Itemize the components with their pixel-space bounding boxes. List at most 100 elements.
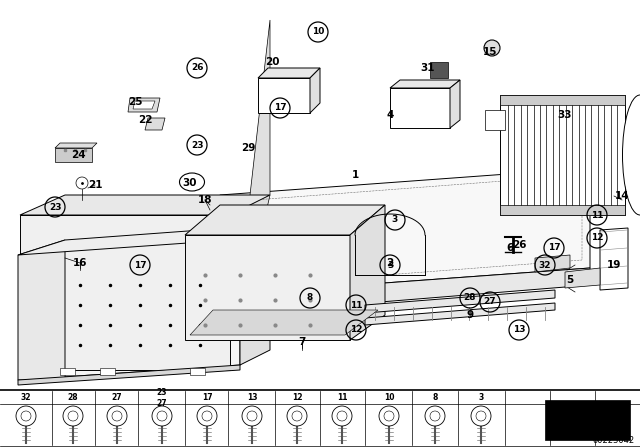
Circle shape xyxy=(247,411,257,421)
Polygon shape xyxy=(185,235,350,340)
Polygon shape xyxy=(485,110,505,130)
Circle shape xyxy=(379,406,399,426)
Polygon shape xyxy=(20,215,230,370)
Text: 15: 15 xyxy=(483,47,497,57)
Text: 9: 9 xyxy=(467,310,474,320)
Text: 4: 4 xyxy=(387,110,394,120)
Text: 1: 1 xyxy=(351,170,358,180)
Circle shape xyxy=(21,411,31,421)
Text: 16: 16 xyxy=(73,258,87,268)
Ellipse shape xyxy=(179,173,205,191)
Polygon shape xyxy=(600,228,628,290)
Text: 6: 6 xyxy=(506,243,514,253)
Text: 10: 10 xyxy=(312,27,324,36)
Text: 14: 14 xyxy=(614,191,629,201)
Text: 3: 3 xyxy=(392,215,398,224)
Circle shape xyxy=(107,406,127,426)
Text: 2: 2 xyxy=(387,258,394,268)
Text: 18: 18 xyxy=(198,195,212,205)
Text: 33: 33 xyxy=(557,110,572,120)
Text: 25: 25 xyxy=(128,97,142,107)
Text: 13: 13 xyxy=(247,393,257,402)
Circle shape xyxy=(425,406,445,426)
Circle shape xyxy=(63,406,83,426)
Circle shape xyxy=(202,411,212,421)
Text: 17: 17 xyxy=(548,244,560,253)
Text: 31: 31 xyxy=(420,63,435,73)
Polygon shape xyxy=(500,95,625,105)
Circle shape xyxy=(16,406,36,426)
Circle shape xyxy=(292,411,302,421)
Text: 3: 3 xyxy=(387,260,393,270)
Polygon shape xyxy=(500,95,625,215)
Circle shape xyxy=(157,411,167,421)
Polygon shape xyxy=(430,62,448,78)
Circle shape xyxy=(68,411,78,421)
Polygon shape xyxy=(565,268,600,288)
Polygon shape xyxy=(258,68,320,78)
Polygon shape xyxy=(18,240,65,380)
Circle shape xyxy=(430,411,440,421)
Text: 30: 30 xyxy=(183,178,197,188)
Text: 23: 23 xyxy=(191,141,204,150)
Text: 12: 12 xyxy=(292,393,302,402)
Text: 28: 28 xyxy=(464,293,476,302)
Text: 12: 12 xyxy=(349,326,362,335)
Text: 20: 20 xyxy=(265,57,279,67)
Text: 11: 11 xyxy=(337,393,348,402)
Text: 11: 11 xyxy=(349,301,362,310)
Polygon shape xyxy=(390,80,460,88)
Polygon shape xyxy=(220,168,590,295)
Polygon shape xyxy=(100,368,115,375)
Polygon shape xyxy=(133,101,155,109)
Circle shape xyxy=(152,406,172,426)
Circle shape xyxy=(484,40,500,56)
Text: 32: 32 xyxy=(539,260,551,270)
Text: 5: 5 xyxy=(566,275,573,285)
Circle shape xyxy=(76,177,88,189)
Text: 13: 13 xyxy=(513,326,525,335)
Text: 32: 32 xyxy=(20,393,31,402)
Polygon shape xyxy=(18,225,240,380)
Text: 27: 27 xyxy=(484,297,496,306)
Polygon shape xyxy=(240,225,270,365)
Polygon shape xyxy=(220,195,235,315)
Polygon shape xyxy=(450,80,460,128)
Circle shape xyxy=(337,411,347,421)
Polygon shape xyxy=(55,148,92,162)
Polygon shape xyxy=(535,255,570,272)
Polygon shape xyxy=(365,303,555,325)
Circle shape xyxy=(287,406,307,426)
Polygon shape xyxy=(365,290,555,313)
Text: 17: 17 xyxy=(134,260,147,270)
Text: 23: 23 xyxy=(49,202,61,211)
Text: 28: 28 xyxy=(68,393,78,402)
Text: 29: 29 xyxy=(241,143,255,153)
Polygon shape xyxy=(350,205,385,340)
Circle shape xyxy=(471,406,491,426)
Text: 27: 27 xyxy=(112,393,122,402)
Circle shape xyxy=(384,411,394,421)
Polygon shape xyxy=(545,400,630,440)
Polygon shape xyxy=(18,225,270,255)
Text: 23
27: 23 27 xyxy=(157,388,167,408)
Circle shape xyxy=(242,406,262,426)
Polygon shape xyxy=(220,268,590,315)
Text: 7: 7 xyxy=(298,337,306,347)
Polygon shape xyxy=(145,118,165,130)
Text: 11: 11 xyxy=(591,211,604,220)
Circle shape xyxy=(476,411,486,421)
Polygon shape xyxy=(55,143,97,148)
Text: 22: 22 xyxy=(138,115,152,125)
Polygon shape xyxy=(390,88,450,128)
Circle shape xyxy=(332,406,352,426)
Text: 26: 26 xyxy=(191,64,204,73)
Polygon shape xyxy=(258,78,310,113)
Text: 3: 3 xyxy=(478,393,484,402)
Text: 00223042: 00223042 xyxy=(593,436,635,445)
Polygon shape xyxy=(190,310,378,335)
Circle shape xyxy=(197,406,217,426)
Text: 8: 8 xyxy=(432,393,438,402)
Text: 21: 21 xyxy=(88,180,102,190)
Polygon shape xyxy=(20,195,270,215)
